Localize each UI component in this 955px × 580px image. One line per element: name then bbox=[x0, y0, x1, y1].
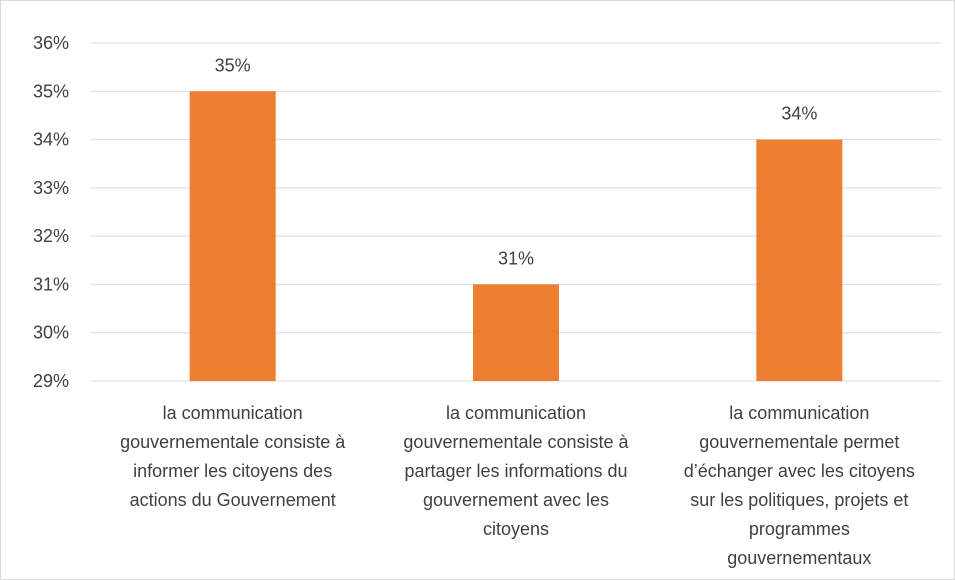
y-axis-tick-labels: 29% 30% 31% 32% 33% 34% 35% 36% bbox=[33, 33, 69, 391]
y-tick-label: 32% bbox=[33, 226, 69, 246]
category-label-line: gouvernementale permet bbox=[699, 432, 899, 452]
category-label: la communication gouvernementale consiste… bbox=[403, 403, 629, 539]
category-label-line: la communication bbox=[163, 403, 303, 423]
y-tick-label: 29% bbox=[33, 371, 69, 391]
category-label-line: sur les politiques, projets et bbox=[690, 490, 908, 510]
category-label: la communication gouvernementale consiste… bbox=[120, 403, 346, 510]
y-tick-label: 34% bbox=[33, 130, 69, 150]
category-labels: la communication gouvernementale consiste… bbox=[120, 403, 915, 568]
category-label-line: la communication bbox=[446, 403, 586, 423]
category-label-line: d’échanger avec les citoyens bbox=[684, 461, 915, 481]
data-label: 35% bbox=[215, 55, 251, 75]
category-label-line: actions du Gouvernement bbox=[130, 490, 336, 510]
data-label: 31% bbox=[498, 248, 534, 268]
category-label-line: la communication bbox=[729, 403, 869, 423]
y-tick-label: 30% bbox=[33, 323, 69, 343]
data-labels: 35% 31% 34% bbox=[215, 55, 818, 268]
category-label-line: informer les citoyens des bbox=[133, 461, 332, 481]
category-label-line: citoyens bbox=[483, 519, 549, 539]
data-label: 34% bbox=[781, 104, 817, 124]
category-label-line: partager les informations du bbox=[404, 461, 627, 481]
bars bbox=[189, 91, 843, 382]
bar bbox=[189, 91, 276, 382]
category-label-line: programmes bbox=[749, 519, 850, 539]
y-tick-label: 31% bbox=[33, 274, 69, 294]
category-label-line: gouvernementale consiste à bbox=[403, 432, 629, 452]
bar bbox=[473, 284, 559, 381]
y-tick-label: 36% bbox=[33, 33, 69, 53]
category-label: la communication gouvernementale permet d’… bbox=[684, 403, 915, 568]
category-label-line: gouvernementale consiste à bbox=[120, 432, 346, 452]
bar bbox=[756, 139, 843, 381]
category-label-line: gouvernement avec les bbox=[423, 490, 609, 510]
y-tick-label: 33% bbox=[33, 178, 69, 198]
category-label-line: gouvernementaux bbox=[727, 548, 871, 568]
y-tick-label: 35% bbox=[33, 81, 69, 101]
